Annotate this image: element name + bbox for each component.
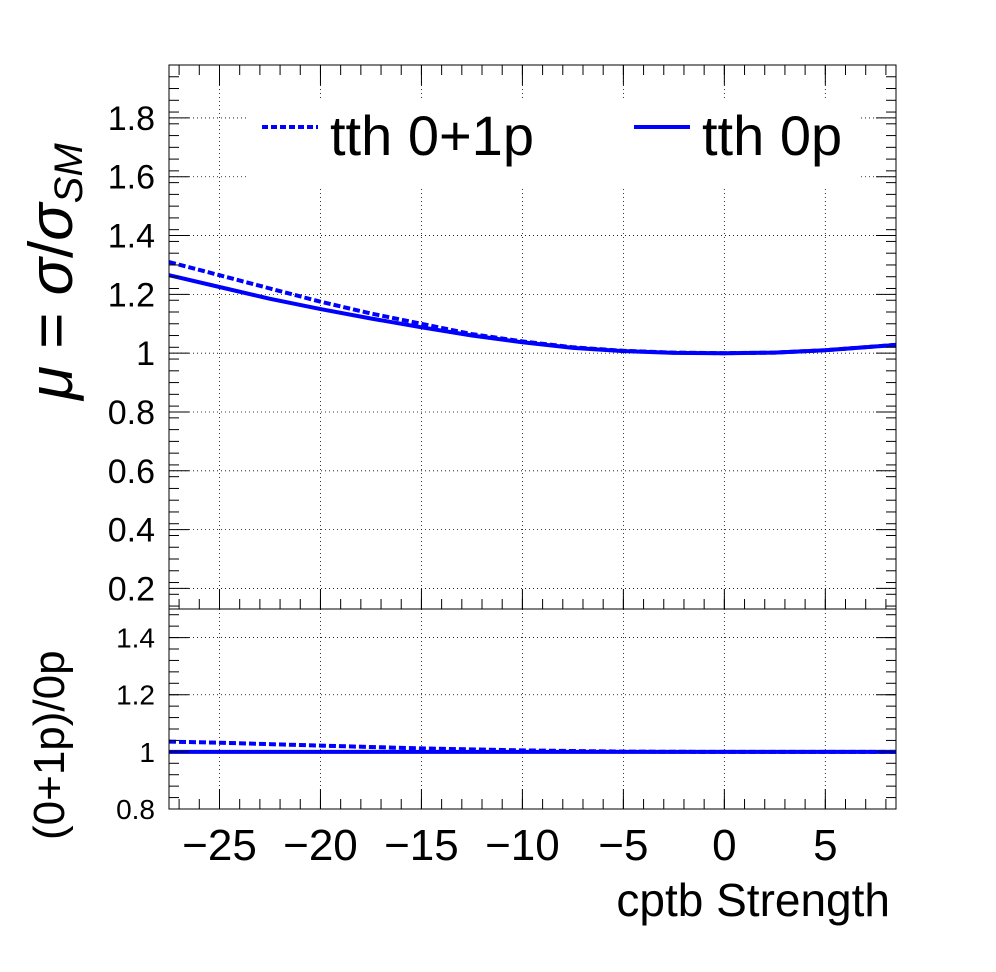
main-panel-y-tick-labels: 0.2 0.4 0.6 0.8 1 1.2 1.4 1.6 1.8 [108,100,155,608]
ratio-y-axis-title: (0+1p)/0p [25,650,74,840]
x-axis-title: cptb Strength [616,874,890,926]
main-panel-y-ticks [169,65,896,609]
ratio-y-tick-label: 1 [139,737,155,768]
main-y-tick-label: 0.4 [108,512,155,550]
ylabel-subscript: SM [47,143,91,204]
ratio-y-tick-label: 1.4 [116,623,155,654]
x-tick-label: 5 [813,821,837,870]
x-tick-label: 0 [712,821,736,870]
ratio-y-tick-label: 1.2 [116,680,155,711]
x-tick-label: −5 [598,821,648,870]
ylabel-mu: μ [17,366,86,402]
ylabel-eq: = [17,295,86,366]
main-series-line-solid [168,273,897,356]
main-y-tick-label: 0.8 [108,394,155,432]
legend-label-1: tth 0p [702,104,842,167]
ratio-panel-ticks [169,614,896,810]
x-tick-label: −20 [283,821,358,870]
ratio-y-tick-label: 0.8 [116,794,155,825]
ylabel-slash: / [17,240,86,258]
ylabel-sigma: σ [17,255,86,295]
legend-background [248,98,858,186]
x-tick-label: −10 [485,821,560,870]
legend: tth 0+1p tth 0p [248,98,858,186]
ratio-panel-frame [168,608,897,810]
main-y-tick-label: 0.2 [108,570,155,608]
main-y-tick-label: 1.2 [108,276,155,314]
main-y-tick-label: 1.6 [108,159,155,197]
legend-label-0: tth 0+1p [330,104,534,167]
main-panel-grid [169,65,896,609]
x-tick-label: −25 [182,821,257,870]
ratio-panel-y-tick-labels: 0.8 1 1.2 1.4 [116,623,155,825]
x-tick-label: −15 [384,821,459,870]
x-tick-labels: −25 −20 −15 −10 −5 0 5 [182,821,837,870]
main-y-tick-label: 1.8 [108,100,155,138]
ratio-panel-grid [169,609,896,810]
main-y-tick-label: 1.4 [108,218,155,256]
main-y-axis-title: μ = σ/σSM [17,143,91,402]
main-y-tick-label: 1 [136,335,155,373]
ratio-panel-series [168,739,896,754]
ylabel-sigma-sm: σ [17,201,86,241]
main-panel-series [168,260,897,356]
main-y-tick-label: 0.6 [108,453,155,491]
